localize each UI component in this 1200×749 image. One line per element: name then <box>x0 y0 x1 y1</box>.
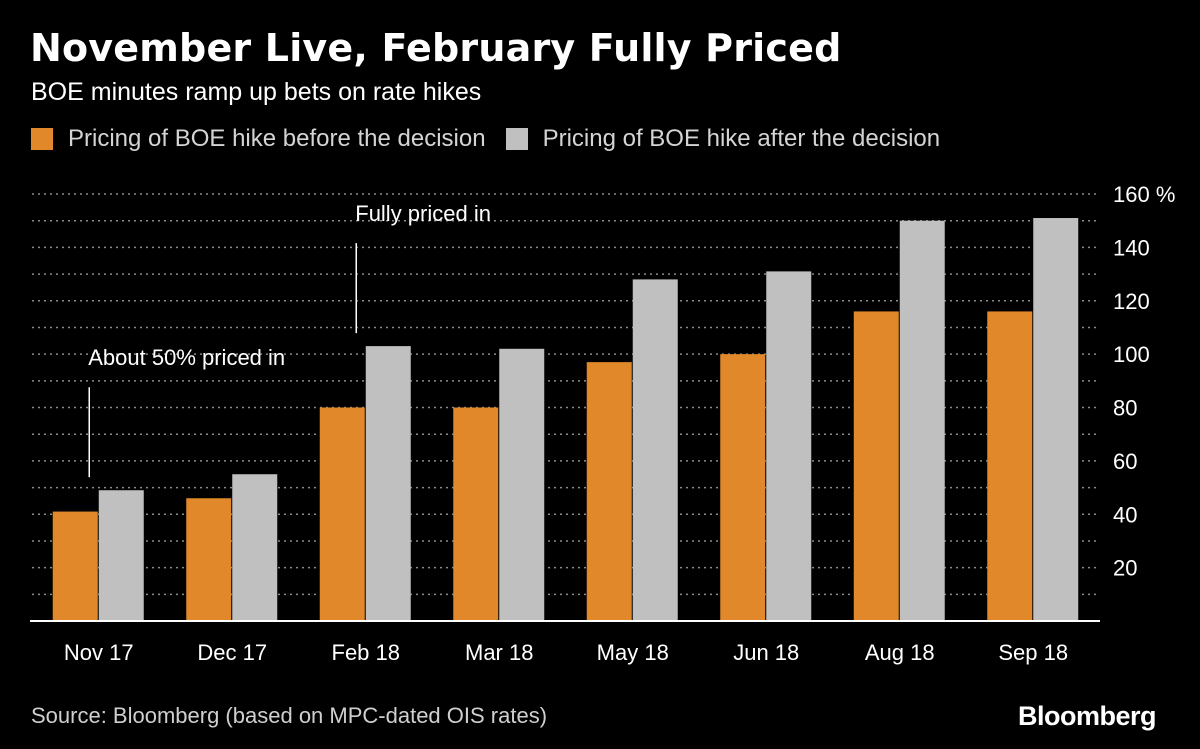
legend-item-before: Pricing of BOE hike before the decision <box>31 125 486 153</box>
legend: Pricing of BOE hike before the decision … <box>31 125 960 153</box>
annotation-label: Fully priced in <box>355 201 491 226</box>
bar-before <box>319 407 365 621</box>
bar-before <box>853 311 899 621</box>
x-tick-label: Aug 18 <box>865 640 935 665</box>
bar-before <box>186 498 232 621</box>
legend-item-after: Pricing of BOE hike after the decision <box>505 125 941 153</box>
x-tick-label: Jun 18 <box>733 640 799 665</box>
bar-after <box>1033 218 1079 622</box>
legend-swatch-after <box>505 128 528 150</box>
x-tick-label: May 18 <box>597 640 669 665</box>
y-tick-label: 120 <box>1113 289 1150 314</box>
chart-subtitle: BOE minutes ramp up bets on rate hikes <box>31 78 482 106</box>
annotation-label: About 50% priced in <box>88 345 285 370</box>
legend-swatch-before <box>31 128 53 150</box>
bar-before <box>720 354 766 621</box>
x-tick-label: Feb 18 <box>332 640 401 665</box>
legend-label-before: Pricing of BOE hike before the decision <box>68 125 486 152</box>
bar-after <box>899 220 945 621</box>
bar-before <box>52 511 98 621</box>
bar-after <box>98 490 144 621</box>
y-tick-label: 20 <box>1113 556 1137 581</box>
bar-after <box>632 279 678 621</box>
bar-before <box>987 311 1033 621</box>
bloomberg-logo: Bloomberg <box>1017 701 1157 731</box>
y-tick-label: 140 <box>1113 235 1150 260</box>
x-tick-label: Sep 18 <box>998 640 1068 665</box>
bar-before <box>453 407 499 621</box>
bar-before <box>586 362 632 621</box>
y-tick-label: 100 <box>1113 342 1150 367</box>
bar-after <box>365 346 411 621</box>
x-tick-label: Dec 17 <box>197 640 267 665</box>
x-tick-label: Nov 17 <box>64 640 134 665</box>
legend-label-after: Pricing of BOE hike after the decision <box>542 125 941 152</box>
y-tick-label: 160 % <box>1113 182 1175 207</box>
y-tick-label: 80 <box>1113 396 1137 421</box>
x-tick-label: Mar 18 <box>465 640 533 665</box>
bar-after <box>232 474 278 621</box>
y-tick-label: 60 <box>1113 449 1137 474</box>
bar-after <box>499 348 545 621</box>
bar-after <box>766 271 812 621</box>
source-note: Source: Bloomberg (based on MPC-dated OI… <box>31 703 548 728</box>
y-tick-label: 40 <box>1113 502 1137 527</box>
chart-title: November Live, February Fully Priced <box>30 26 842 70</box>
